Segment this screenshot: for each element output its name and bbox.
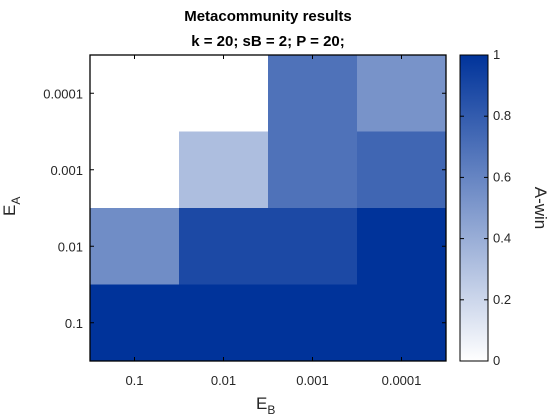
y-tick-label: 0.0001 bbox=[43, 86, 83, 101]
colorbar-tick-label: 0.8 bbox=[493, 108, 511, 123]
heatmap-cell bbox=[179, 285, 269, 362]
heatmap-cell bbox=[179, 208, 269, 285]
x-axis-label-sub: B bbox=[267, 403, 275, 417]
x-tick-label: 0.0001 bbox=[382, 373, 422, 388]
y-axis-label-main: E bbox=[0, 205, 19, 216]
chart-subtitle: k = 20; sB = 2; P = 20; bbox=[191, 33, 345, 50]
x-tick-label: 0.001 bbox=[296, 373, 329, 388]
heatmap-cell bbox=[90, 132, 180, 209]
heatmap-cell bbox=[268, 132, 358, 209]
y-tick-label: 0.1 bbox=[65, 316, 83, 331]
y-tick-label: 0.001 bbox=[50, 163, 83, 178]
heatmap-cell bbox=[357, 132, 447, 209]
y-axis-label-sub: A bbox=[9, 197, 23, 205]
colorbar-tick-label: 0 bbox=[493, 353, 500, 368]
colorbar-tick-label: 0.2 bbox=[493, 292, 511, 307]
heatmap-cell bbox=[179, 55, 269, 132]
chart-title: Metacommunity results bbox=[184, 8, 352, 25]
y-tick-label: 0.01 bbox=[58, 239, 83, 254]
heatmap-cell bbox=[90, 55, 180, 132]
heatmap-cell bbox=[90, 285, 180, 362]
heatmap-cell bbox=[268, 208, 358, 285]
colorbar-tick-label: 0.4 bbox=[493, 231, 511, 246]
colorbar-tick-label: 0.6 bbox=[493, 169, 511, 184]
heatmap-cell bbox=[90, 208, 180, 285]
x-axis-label: EB bbox=[256, 394, 275, 417]
heatmap-cell bbox=[357, 208, 447, 285]
heatmap-cells bbox=[90, 55, 447, 362]
x-tick-label: 0.01 bbox=[211, 373, 236, 388]
heatmap-cell bbox=[268, 55, 358, 132]
heatmap-cell bbox=[268, 285, 358, 362]
x-axis-label-main: E bbox=[256, 394, 267, 413]
heatmap-cell bbox=[357, 285, 447, 362]
x-tick-label: 0.1 bbox=[125, 373, 143, 388]
y-axis-label: EA bbox=[0, 197, 23, 216]
colorbar-label: A-win bbox=[531, 187, 550, 230]
colorbar-tick-label: 1 bbox=[493, 47, 500, 62]
colorbar bbox=[460, 55, 488, 361]
heatmap-cell bbox=[179, 132, 269, 209]
heatmap-cell bbox=[357, 55, 447, 132]
